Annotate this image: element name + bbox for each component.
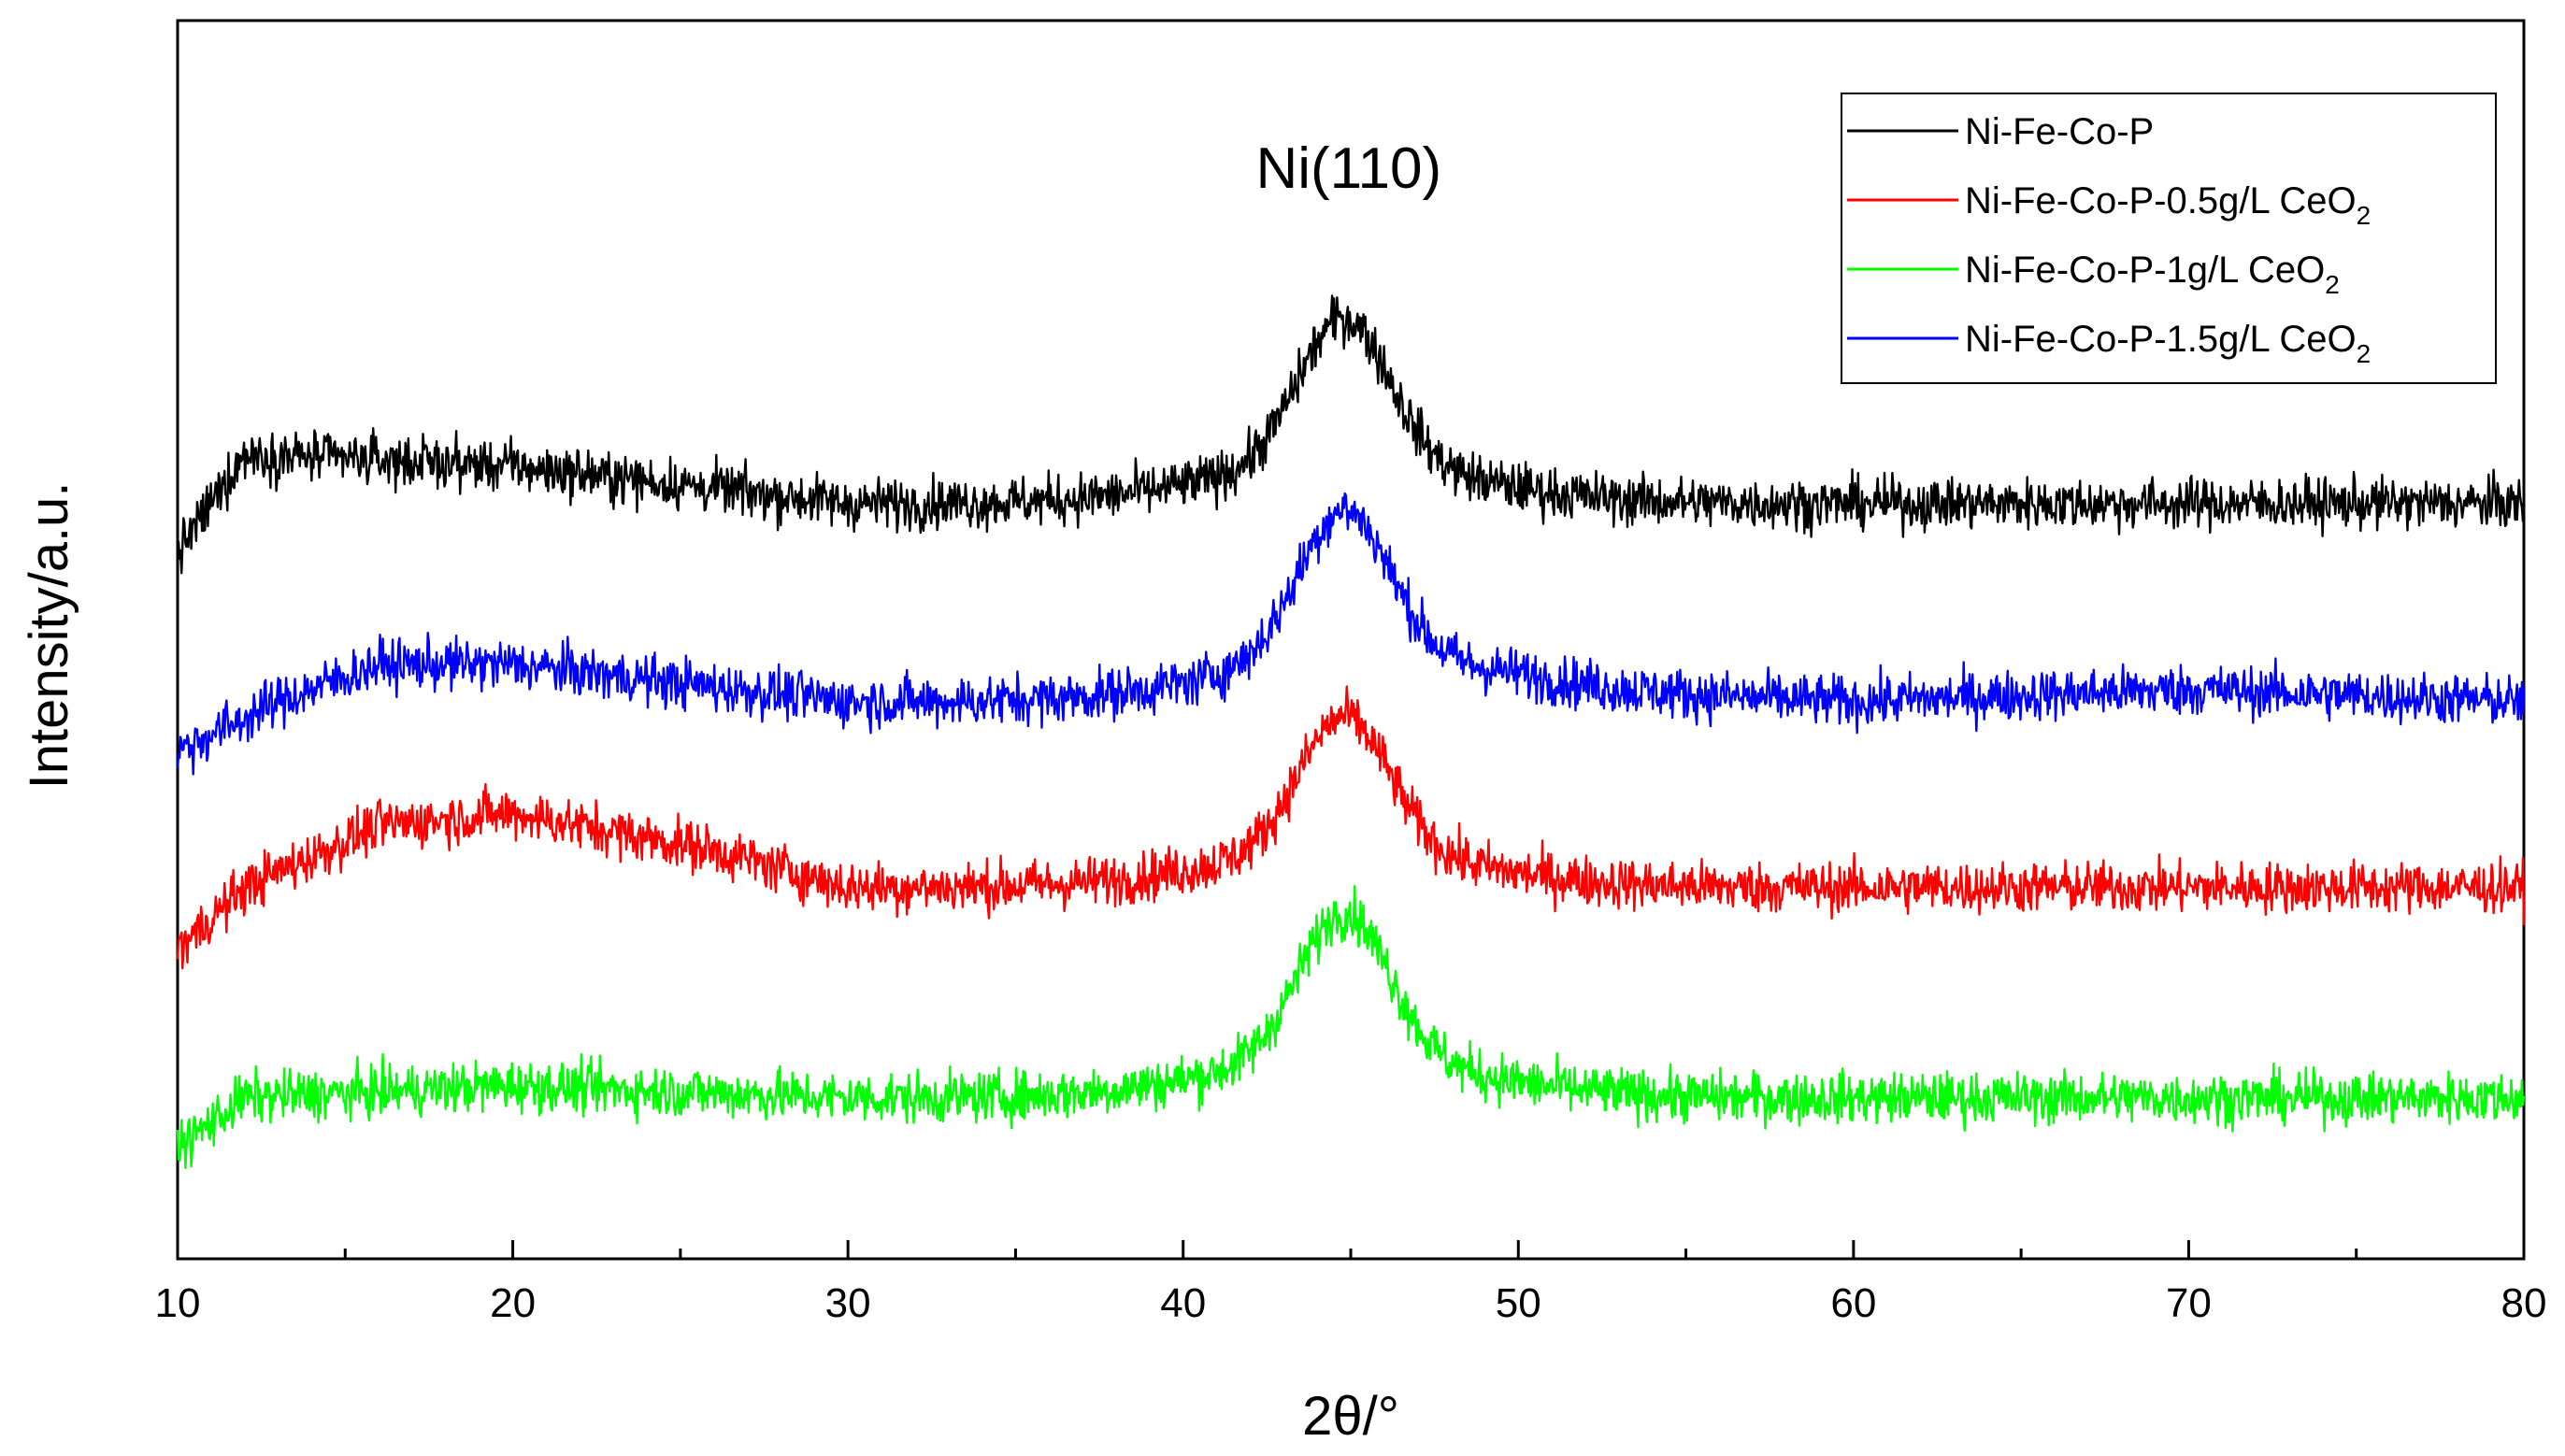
x-tick-label: 40 [1160, 1280, 1206, 1326]
legend-entry: Ni-Fe-Co-P [1965, 111, 2154, 152]
peak-annotation: Ni(110) [1255, 136, 1441, 201]
x-tick-label: 30 [825, 1280, 871, 1326]
x-axis-ticks: 10 20 30 40 50 60 70 80 [155, 1240, 2547, 1326]
legend-subscript: 2 [2357, 339, 2372, 368]
series-line-1 [176, 685, 2526, 970]
x-tick-label: 50 [1496, 1280, 1541, 1326]
x-tick-label: 10 [155, 1280, 201, 1326]
series-line-3 [176, 492, 2526, 776]
x-tick-label: 20 [490, 1280, 536, 1326]
series-layer [176, 294, 2526, 1170]
legend: Ni-Fe-Co-PNi-Fe-Co-P-0.5g/L CeO2Ni-Fe-Co… [1841, 93, 2497, 384]
x-tick-label: 80 [2501, 1280, 2547, 1326]
x-axis-title: 2θ/° [1302, 1386, 1399, 1447]
legend-subscript: 2 [2357, 201, 2372, 230]
y-axis-title: Intensity/a.u. [19, 482, 79, 790]
x-tick-label: 60 [1830, 1280, 1876, 1326]
x-tick-label: 70 [2166, 1280, 2212, 1326]
legend-subscript: 2 [2325, 270, 2340, 299]
legend-box [1841, 93, 2497, 384]
series-line-2 [176, 885, 2526, 1170]
series-line-0 [176, 294, 2526, 575]
